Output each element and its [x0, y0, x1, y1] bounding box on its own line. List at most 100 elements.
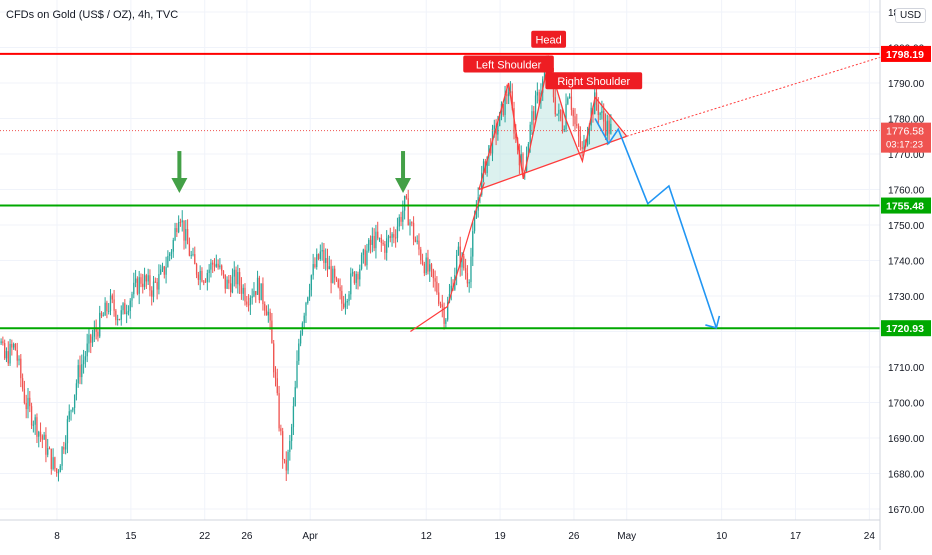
price-tick-label: 1760.00: [888, 186, 925, 197]
time-tick-label: Apr: [302, 531, 318, 542]
candle-body: [65, 443, 67, 450]
annotation-lines: [0, 47, 912, 332]
candle-body: [321, 250, 323, 252]
candle-body: [534, 95, 537, 121]
candle-body: [246, 301, 248, 305]
candle-body: [360, 254, 363, 269]
candle-body: [29, 397, 31, 407]
support-lower-price-tag: [881, 320, 931, 337]
candle-body: [316, 254, 318, 268]
left-shoulder-label-box: [463, 55, 554, 73]
candle-body: [438, 292, 440, 304]
candle-body: [104, 302, 106, 316]
projection-path: [594, 118, 718, 329]
candle-body: [102, 315, 104, 317]
candles: [0, 55, 612, 482]
candle-body: [506, 93, 508, 97]
candle-body: [317, 254, 320, 259]
candle-body: [579, 136, 582, 148]
chart-title: CFDs on Gold (US$ / OZ), 4h, TVC: [6, 9, 179, 21]
price-tick-label: 1670.00: [888, 505, 925, 516]
candle-body: [305, 302, 307, 316]
candle-body: [457, 246, 460, 256]
candle-body: [447, 302, 449, 320]
candle-body: [504, 93, 506, 115]
time-tick-label: 10: [716, 531, 728, 542]
candle-body: [572, 109, 574, 117]
current-price-label: 1776.58: [886, 126, 924, 138]
candle-body: [134, 278, 137, 283]
candle-body: [127, 310, 130, 313]
candle-body: [599, 113, 601, 116]
candle-body: [538, 92, 540, 102]
time-tick-label: 26: [568, 531, 580, 542]
neckline: [478, 135, 627, 191]
candle-body: [307, 297, 309, 303]
candle-body: [57, 472, 60, 474]
price-tick-label: 1680.00: [888, 470, 925, 481]
candle-body: [91, 336, 94, 343]
candle-body: [204, 281, 207, 283]
candle-body: [0, 341, 2, 344]
candle-body: [407, 198, 409, 226]
candle-body: [371, 235, 373, 245]
candle-body: [271, 320, 273, 344]
candle-body: [54, 457, 56, 469]
candle-body: [396, 226, 399, 238]
candle-body: [100, 312, 103, 316]
candle-body: [330, 266, 332, 283]
candle-body: [355, 274, 357, 283]
candle-body: [21, 378, 24, 389]
candle-body: [59, 465, 61, 473]
candle-body: [325, 258, 327, 263]
candle-body: [586, 136, 589, 146]
time-axis[interactable]: 8 15 22 26 Apr 12 19 26 May 10 17 24: [0, 519, 880, 542]
candle-body: [27, 397, 29, 410]
candle-body: [160, 269, 162, 275]
price-tick-label: 1730.00: [888, 292, 925, 303]
price-tick-label: 1710.00: [888, 363, 925, 374]
candle-body: [210, 262, 212, 270]
candle-body: [194, 254, 196, 265]
candle-body: [18, 358, 20, 361]
candle-body: [543, 72, 546, 79]
candle-body: [203, 281, 205, 283]
price-axis[interactable]: 1670.00 1680.00 1690.00 1700.00 1710.00 1720.…: [879, 0, 925, 550]
support-upper-price-label: 1755.48: [886, 201, 924, 213]
candle-body: [9, 343, 11, 364]
candle-body: [581, 147, 583, 149]
grid: [0, 0, 880, 520]
candle-body: [466, 273, 469, 284]
time-tick-label: May: [617, 531, 636, 542]
candle-body: [190, 254, 192, 256]
candle-body: [432, 269, 434, 279]
candle-body: [133, 282, 135, 295]
candle-body: [179, 221, 182, 223]
candle-body: [113, 299, 115, 311]
candle-body: [445, 319, 447, 324]
candle-body: [228, 279, 230, 284]
candle-body: [412, 222, 415, 240]
candle-body: [337, 279, 339, 288]
currency-badge[interactable]: USD: [895, 8, 927, 23]
candle-body: [604, 121, 607, 136]
price-tick-label: 1780.00: [888, 115, 925, 126]
candle-body: [195, 264, 198, 275]
candle-body: [461, 256, 463, 268]
candle-body: [30, 406, 33, 426]
arrow-apr-9-shaft: [401, 151, 406, 182]
candle-body: [486, 156, 488, 174]
candle-body: [242, 287, 244, 294]
candle-body: [386, 238, 388, 253]
candle-body: [482, 161, 485, 173]
candle-body: [32, 424, 35, 426]
candle-body: [222, 270, 225, 275]
projection-arrow-head: [705, 315, 721, 329]
candle-body: [520, 153, 522, 166]
candle-body: [267, 311, 269, 316]
candle-body: [334, 268, 336, 278]
candle-body: [208, 269, 210, 274]
candle-body: [606, 120, 608, 136]
time-tick-label: 17: [790, 531, 802, 542]
